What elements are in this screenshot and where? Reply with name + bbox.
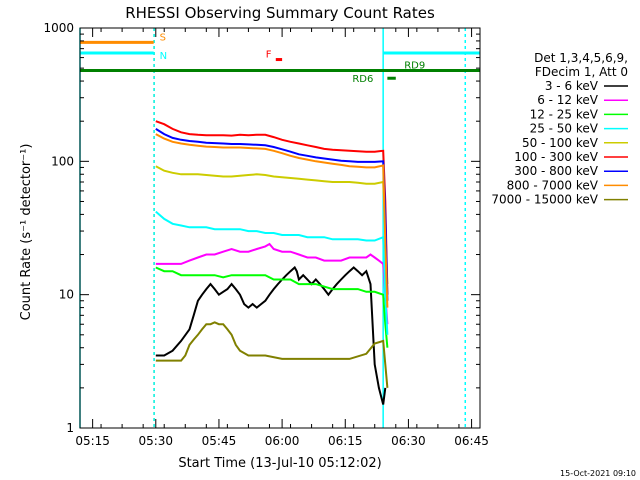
legend-entry-label: 6 - 12 keV: [537, 93, 599, 107]
plot-frame: [79, 27, 481, 429]
legend-entry-label: 12 - 25 keV: [530, 107, 599, 121]
x-tick-label: 05:45: [202, 434, 237, 448]
y-tick-label: 10: [59, 288, 74, 302]
x-tick-label: 06:30: [391, 434, 426, 448]
legend-entry-label: 800 - 7000 keV: [507, 178, 599, 192]
legend-header: FDecim 1, Att 0: [535, 65, 628, 79]
series-line: [155, 265, 387, 405]
legend-entry-label: 3 - 6 keV: [545, 79, 599, 93]
x-tick-label: 05:15: [75, 434, 110, 448]
x-tick-label: 06:00: [265, 434, 300, 448]
axes: 1 10 100 1000 05:15 05:30 05:45 06:00 06:15 06:30…: [43, 21, 488, 448]
series-line: [155, 321, 389, 388]
state-bar-label: N: [160, 51, 167, 62]
x-tick-label: 06:15: [328, 434, 363, 448]
series-line: [155, 128, 389, 301]
legend-entry-label: 7000 - 15000 keV: [491, 193, 598, 207]
series-line: [155, 165, 389, 285]
legend: Det 1,3,4,5,6,9,FDecim 1, Att 03 - 6 keV…: [491, 51, 628, 207]
series-line: [155, 120, 389, 295]
legend-entry-label: 300 - 800 keV: [514, 164, 598, 178]
series-line: [155, 242, 389, 325]
series-line: [155, 210, 389, 335]
state-bar-label: RD9: [404, 61, 425, 72]
y-tick-label: 1000: [43, 21, 74, 35]
legend-entry-label: 50 - 100 keV: [522, 136, 599, 150]
legend-header: Det 1,3,4,5,6,9,: [534, 51, 628, 65]
state-bar-label: RD6: [352, 74, 373, 85]
legend-entry-label: 25 - 50 keV: [530, 122, 599, 136]
state-bar-label: F: [266, 50, 272, 61]
state-bar-label: S: [160, 32, 166, 43]
y-tick-label: 100: [51, 154, 74, 168]
x-tick-label: 06:45: [454, 434, 489, 448]
chart-title: RHESSI Observing Summary Count Rates: [125, 4, 435, 22]
state-bars: SN F RD9 RD6: [79, 28, 480, 428]
timestamp: 15-Oct-2021 09:10: [560, 469, 636, 478]
series-line: [155, 133, 389, 308]
series-lines: [155, 120, 389, 405]
y-axis-label: Count Rate (s⁻¹ detector⁻¹): [19, 144, 34, 321]
x-tick-label: 05:30: [138, 434, 173, 448]
legend-entry-label: 100 - 300 keV: [514, 150, 598, 164]
x-axis-label: Start Time (13-Jul-10 05:12:02): [178, 456, 381, 471]
y-tick-label: 1: [66, 421, 74, 435]
series-line: [155, 266, 389, 348]
